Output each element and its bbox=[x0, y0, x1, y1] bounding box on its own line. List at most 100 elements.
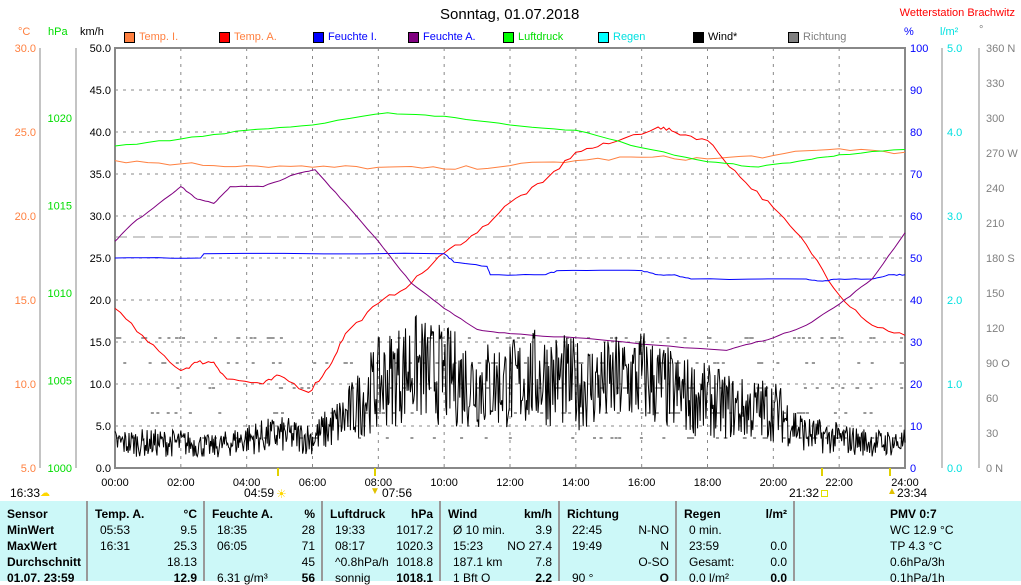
direction-mark bbox=[825, 437, 829, 439]
direction-mark bbox=[123, 362, 127, 364]
direction-mark bbox=[844, 412, 848, 414]
celsius-tick: 25.0 bbox=[15, 127, 36, 139]
direction-mark bbox=[364, 412, 368, 414]
direction-mark bbox=[486, 387, 490, 389]
direction-mark bbox=[378, 412, 382, 414]
rain-tick: 3.0 bbox=[947, 211, 962, 223]
direction-mark bbox=[856, 387, 860, 389]
direction-mark bbox=[743, 437, 747, 439]
celsius-tick: 30.0 bbox=[15, 43, 36, 55]
direction-mark bbox=[156, 412, 160, 414]
time-tick: 22:00 bbox=[825, 477, 853, 489]
degree-tick: 180 S bbox=[986, 253, 1015, 265]
legend-item: Luftdruck bbox=[503, 31, 563, 43]
table-cell: MinWert bbox=[7, 523, 55, 537]
direction-mark bbox=[677, 412, 681, 414]
table-cell: 1017.2 bbox=[396, 523, 433, 537]
legend-swatch bbox=[788, 31, 799, 43]
sunrise-time: 04:59 bbox=[244, 486, 275, 500]
hpa-tick: 1010 bbox=[48, 288, 72, 300]
direction-mark bbox=[540, 412, 544, 414]
direction-mark bbox=[579, 412, 583, 414]
kmh-tick: 15.0 bbox=[90, 337, 111, 349]
legend-item: Temp. A. bbox=[219, 31, 277, 43]
direction-mark bbox=[614, 437, 618, 439]
direction-mark bbox=[716, 412, 720, 414]
table-cell: 0.0 bbox=[770, 539, 787, 553]
legend-label: Wind* bbox=[708, 31, 738, 43]
unit-celsius: °C bbox=[18, 26, 31, 38]
direction-mark bbox=[292, 387, 296, 389]
direction-mark bbox=[273, 412, 277, 414]
direction-mark bbox=[144, 337, 148, 339]
column-header: Sensor bbox=[7, 507, 48, 521]
table-column: Temp. A. °C bbox=[88, 501, 205, 581]
direction-mark bbox=[799, 412, 803, 414]
direction-mark bbox=[150, 412, 154, 414]
direction-mark bbox=[578, 362, 582, 364]
rain-tick: 4.0 bbox=[947, 127, 962, 139]
table-cell: Ø 10 min. bbox=[453, 523, 506, 537]
direction-mark bbox=[662, 437, 666, 439]
table-cell: ^0.8hPa/h bbox=[335, 555, 389, 569]
direction-mark bbox=[263, 437, 267, 439]
table-cell: 187.1 km bbox=[453, 555, 503, 569]
hpa-tick: 1015 bbox=[48, 201, 72, 213]
table-cell: 06:05 bbox=[217, 539, 248, 553]
direction-mark bbox=[175, 362, 179, 364]
direction-mark bbox=[226, 362, 230, 364]
celsius-tick: 10.0 bbox=[15, 379, 36, 391]
table-cell: 0.0 bbox=[770, 571, 787, 585]
direction-mark bbox=[618, 437, 622, 439]
series-line-luftdruck bbox=[114, 112, 906, 168]
direction-mark bbox=[729, 412, 733, 414]
column-unit: km/h bbox=[523, 507, 552, 521]
table-cell: 71 bbox=[301, 539, 315, 553]
direction-mark bbox=[695, 362, 699, 364]
direction-mark bbox=[251, 362, 255, 364]
direction-mark bbox=[808, 337, 812, 339]
column-header: Wind bbox=[448, 507, 478, 521]
celsius-tick: 5.0 bbox=[21, 463, 36, 475]
direction-mark bbox=[587, 337, 591, 339]
table-cell: WC 12.9 °C bbox=[890, 523, 954, 537]
table-cell: Gesamt: bbox=[689, 555, 735, 569]
direction-mark bbox=[278, 362, 282, 364]
direction-mark bbox=[811, 362, 815, 364]
time-tick: 04:00 bbox=[233, 477, 261, 489]
hpa-tick: 1005 bbox=[48, 376, 72, 388]
statistics-table: Sensor Temp. A. °C Feuchte A.% Luftdruck hPa W… bbox=[0, 501, 1021, 585]
direction-mark bbox=[753, 437, 757, 439]
legend-label: Temp. I. bbox=[139, 31, 179, 43]
legend-swatch bbox=[693, 31, 704, 43]
time-tick: 10:00 bbox=[430, 477, 458, 489]
direction-mark bbox=[495, 337, 499, 339]
direction-mark bbox=[116, 437, 120, 439]
direction-mark bbox=[523, 362, 527, 364]
sunset-time: 21:32 bbox=[789, 486, 820, 500]
direction-mark bbox=[313, 362, 317, 364]
time-tick: 14:00 bbox=[562, 477, 590, 489]
direction-mark bbox=[689, 437, 693, 439]
kmh-tick: 20.0 bbox=[90, 295, 111, 307]
direction-mark bbox=[281, 412, 285, 414]
direction-mark bbox=[655, 412, 659, 414]
sunset-icon bbox=[821, 490, 828, 497]
astro-left-time: 16:33 bbox=[10, 486, 41, 500]
series-line-feuchte-i- bbox=[114, 252, 906, 282]
table-cell: N bbox=[660, 539, 669, 553]
direction-mark bbox=[508, 437, 512, 439]
table-cell: 08:17 bbox=[335, 539, 366, 553]
time-tick: 18:00 bbox=[694, 477, 722, 489]
direction-mark bbox=[820, 337, 824, 339]
table-column: Luftdruck hPa bbox=[323, 501, 441, 581]
table-cell: 1 Bft O bbox=[453, 571, 491, 585]
legend-item: Feuchte A. bbox=[408, 31, 476, 43]
direction-mark bbox=[660, 387, 664, 389]
kmh-tick: 50.0 bbox=[90, 43, 111, 55]
time-tick: 02:00 bbox=[167, 477, 195, 489]
direction-mark bbox=[610, 437, 614, 439]
rain-tick: 5.0 bbox=[947, 43, 962, 55]
degree-tick: 90 O bbox=[986, 358, 1010, 370]
direction-mark bbox=[869, 337, 873, 339]
